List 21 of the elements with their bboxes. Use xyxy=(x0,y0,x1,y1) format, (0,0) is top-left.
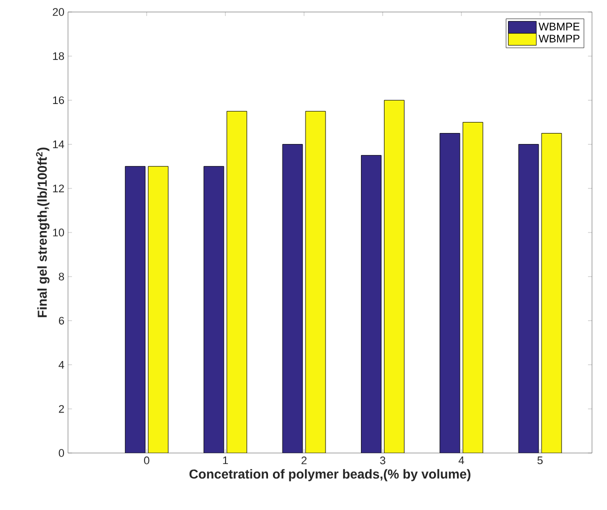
x-tick-label: 5 xyxy=(537,456,543,464)
y-tick-label: 0 xyxy=(58,449,64,457)
y-tick-label: 18 xyxy=(53,52,64,60)
y-tick-label: 12 xyxy=(53,184,64,192)
y-tick-label: 6 xyxy=(58,316,64,325)
y-axis-title: Final gel strength,(lb/100ft$^{2}$) xyxy=(36,148,50,318)
x-tick-label: 3 xyxy=(380,456,386,464)
x-tick-label: 0 xyxy=(144,456,150,464)
legend-label: WBMPE xyxy=(538,22,580,30)
y-tick-label: 20 xyxy=(52,8,64,16)
y-tick-label: 2 xyxy=(58,405,64,413)
y-tick-label: 14 xyxy=(53,140,64,148)
y-tick-label: 8 xyxy=(58,272,64,280)
x-tick-label: 2 xyxy=(302,456,307,464)
y-tick-label: 10 xyxy=(53,228,64,236)
y-tick-label: 4 xyxy=(58,361,64,369)
legend-label: WBMPP xyxy=(538,34,580,42)
x-tick-label: 4 xyxy=(458,456,464,464)
y-tick-label: 16 xyxy=(53,96,64,104)
x-axis-title: Concetration of polymer beads,(% by volume) xyxy=(189,469,470,482)
x-tick-label: 1 xyxy=(223,456,228,464)
